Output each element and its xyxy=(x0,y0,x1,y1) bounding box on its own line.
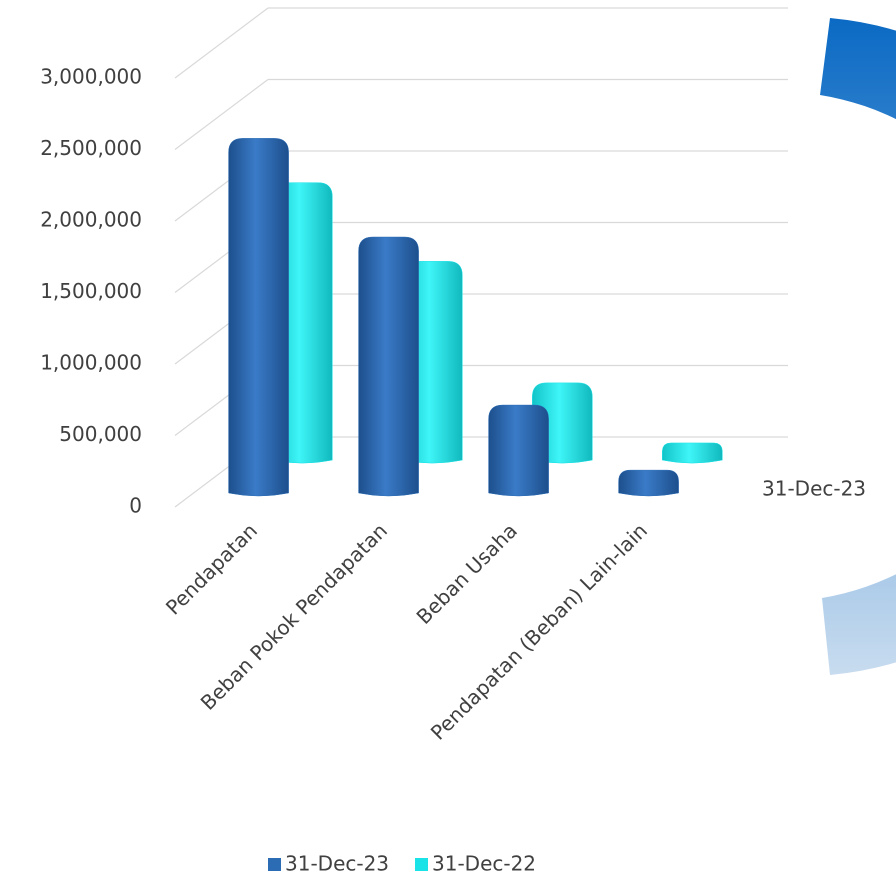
x-tick-label: Pendapatan xyxy=(161,518,262,619)
grid-line xyxy=(174,7,269,79)
bar xyxy=(358,236,419,497)
y-tick-label: 500,000 xyxy=(59,422,142,446)
y-tick-label: 1,000,000 xyxy=(40,351,142,375)
y-tick-label: 2,500,000 xyxy=(40,136,142,160)
y-tick-label: 3,000,000 xyxy=(40,65,142,89)
bar xyxy=(488,404,549,497)
bar xyxy=(228,138,289,497)
annotation: 31-Dec-23 xyxy=(762,477,866,501)
decorative-arc xyxy=(820,18,896,675)
bar xyxy=(662,442,723,464)
grid-line xyxy=(174,79,269,150)
y-tick-label: 2,000,000 xyxy=(40,208,142,232)
legend-swatch xyxy=(268,858,281,871)
legend-swatch xyxy=(415,858,428,871)
x-tick-label: Beban Usaha xyxy=(412,518,522,628)
legend-label: 31-Dec-22 xyxy=(432,852,536,876)
bar xyxy=(618,469,679,497)
y-tick-label: 0 xyxy=(129,494,142,518)
x-tick-label: Pendapatan (Beban) Lain-lain xyxy=(426,518,652,744)
legend-label: 31-Dec-23 xyxy=(285,852,389,876)
y-tick-label: 1,500,000 xyxy=(40,279,142,303)
